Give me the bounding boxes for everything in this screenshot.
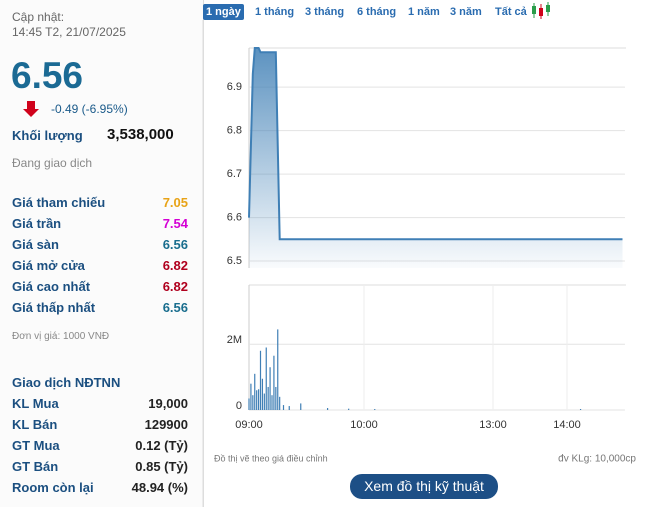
down-arrow <box>23 101 39 117</box>
price-value: 6.56 <box>162 237 188 252</box>
y-tick-label: 6.9 <box>227 81 242 93</box>
price-label: Giá tham chiếu <box>12 195 106 210</box>
volume-bar <box>265 347 267 410</box>
note-right: đv KLg: 10,000cp <box>558 454 636 465</box>
price-label: Giá thấp nhất <box>12 300 96 315</box>
volume-bar <box>269 367 271 410</box>
foreign-title: Giao dịch NĐTNN <box>12 375 121 390</box>
price-label: Giá cao nhất <box>12 279 91 294</box>
volume-bar <box>579 409 582 410</box>
volume-bar <box>257 389 260 410</box>
volume-bar <box>279 396 281 410</box>
price: 6.56 <box>11 55 84 96</box>
price-value: 6.56 <box>162 300 188 315</box>
foreign-value: 0.85 (Tỷ) <box>135 459 188 474</box>
status: Đang giao dịch <box>12 156 93 170</box>
volume-bar <box>288 406 290 410</box>
volume-bar <box>277 329 279 410</box>
volume-bar <box>252 395 254 410</box>
volume-bar <box>259 350 262 410</box>
price-line <box>248 47 623 241</box>
volume-bar <box>248 398 250 410</box>
foreign-value: 129900 <box>144 417 188 432</box>
period-tab[interactable]: Tất cả <box>495 6 527 18</box>
price-label: Giá sàn <box>12 237 59 252</box>
y-tick-label: 6.8 <box>227 125 242 137</box>
foreign-label: GT Bán <box>12 459 59 474</box>
x-tick-label: 09:00 <box>235 419 263 431</box>
foreign-label: KL Bán <box>12 417 58 432</box>
foreign-label: GT Mua <box>12 438 60 453</box>
volume-bar <box>300 403 302 410</box>
period-tab[interactable]: 1 năm <box>408 6 440 18</box>
volume-bar <box>261 378 264 410</box>
unit-note: Đơn vị giá: 1000 VNĐ <box>12 331 110 342</box>
period-tab[interactable]: 3 tháng <box>305 6 345 18</box>
volume-bar <box>282 405 285 410</box>
updated-label: Cập nhật: <box>12 10 65 24</box>
foreign-label: Room còn lại <box>12 480 94 495</box>
y-tick-label: 6.7 <box>227 168 242 180</box>
foreign-label: KL Mua <box>12 396 59 411</box>
volume-bar <box>326 408 329 410</box>
sidebar <box>0 0 204 507</box>
period-tab[interactable]: 6 tháng <box>357 6 397 18</box>
foreign-value: 19,000 <box>148 396 188 411</box>
price-value: 6.82 <box>162 258 188 273</box>
volume-bar <box>275 386 277 410</box>
x-tick-label: 13:00 <box>479 419 507 431</box>
volume-label: Khối lượng <box>12 128 83 143</box>
price-value: 7.05 <box>162 195 188 210</box>
candle-icon <box>532 2 550 19</box>
y-tick-label: 0 <box>236 400 242 412</box>
volume-bar <box>273 355 275 410</box>
price-value: 6.82 <box>162 279 188 294</box>
volume-bar <box>263 393 265 410</box>
x-tick-label: 10:00 <box>350 419 378 431</box>
volume-bar <box>254 373 256 410</box>
updated-time: 14:45 T2, 21/07/2025 <box>12 25 126 39</box>
y-tick-label: 6.6 <box>227 211 242 223</box>
period-tab[interactable]: 3 năm <box>450 6 482 18</box>
y-tick-label: 2M <box>227 334 242 346</box>
tech-chart-button[interactable]: Xem đồ thị kỹ thuật <box>350 474 498 499</box>
volume-bar <box>348 408 350 410</box>
foreign-value: 48.94 (%) <box>131 480 188 495</box>
period-tab[interactable]: 1 ngày <box>203 4 244 20</box>
volume-bar <box>267 386 269 410</box>
foreign-value: 0.12 (Tỷ) <box>135 438 188 453</box>
price-label: Giá mở cửa <box>12 258 85 273</box>
volume-bar <box>256 390 258 410</box>
note-left: Đồ thị vẽ theo giá điều chỉnh <box>214 453 328 463</box>
y-tick-label: 6.5 <box>227 255 242 267</box>
change: -0.49 (-6.95%) <box>51 102 128 116</box>
area-fill <box>249 48 623 268</box>
volume-bar <box>271 395 273 410</box>
x-tick-label: 14:00 <box>553 419 581 431</box>
volume-bar <box>250 383 252 410</box>
price-value: 7.54 <box>162 216 188 231</box>
period-tab[interactable]: 1 tháng <box>255 6 295 18</box>
price-label: Giá trần <box>12 216 62 231</box>
volume-bar <box>374 409 376 410</box>
volume: 3,538,000 <box>107 126 174 143</box>
